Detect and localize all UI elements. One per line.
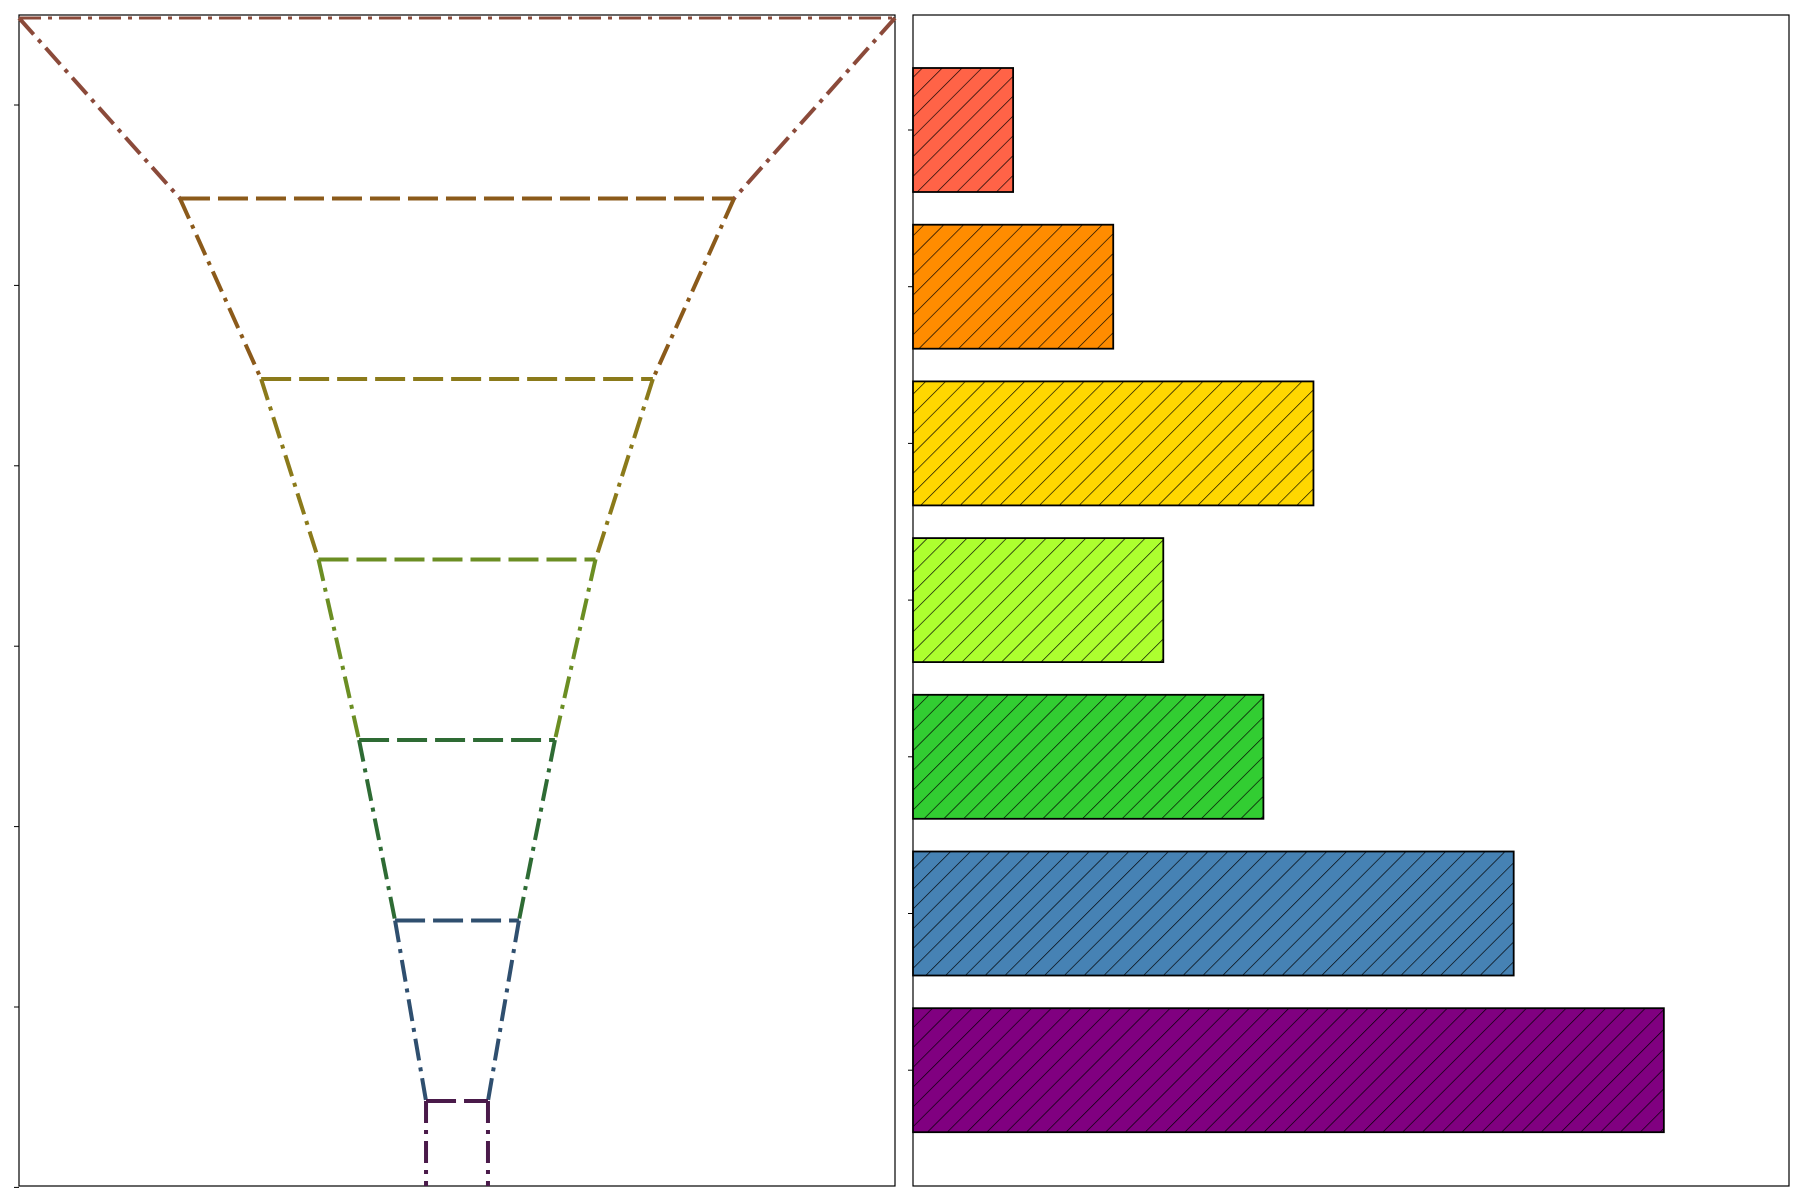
funnel-level-left-edge <box>17 16 182 200</box>
funnel-level-right-edge <box>651 197 736 380</box>
bar-series <box>912 67 1665 1134</box>
bar <box>912 380 1315 507</box>
bar <box>912 1007 1665 1134</box>
funnel-level-left-edge <box>393 920 428 1102</box>
bar-hatch <box>912 223 1115 350</box>
bar-panel <box>908 14 1790 1187</box>
bar <box>912 223 1115 350</box>
bar-hatch <box>912 380 1315 507</box>
funnel-level-right-edge <box>516 739 557 921</box>
funnel-level-right-edge <box>552 559 598 741</box>
funnel-y-axis-ticks <box>14 104 19 1188</box>
funnel-level-left-edge <box>178 197 263 380</box>
funnel-level-right-edge <box>732 16 897 200</box>
bar-hatch <box>912 537 1165 663</box>
bar <box>912 67 1015 193</box>
funnel-level-right-edge <box>486 920 521 1102</box>
bar-hatch <box>912 1007 1665 1134</box>
bar <box>912 693 1265 820</box>
bar <box>912 850 1515 977</box>
funnel-level-right-edge <box>593 378 655 561</box>
funnel-level <box>357 738 557 921</box>
funnel-level <box>17 16 897 200</box>
funnel-level <box>424 1099 490 1186</box>
bar <box>912 537 1165 663</box>
funnel-level <box>259 377 655 561</box>
funnel-level <box>178 196 736 380</box>
funnel-level-left-edge <box>259 378 321 561</box>
funnel-level <box>393 918 521 1102</box>
funnel-series <box>17 16 897 1186</box>
funnel-level-left-edge <box>357 739 398 921</box>
funnel-plot-frame <box>18 14 896 1187</box>
funnel-panel <box>14 14 897 1188</box>
bar-hatch <box>912 67 1015 193</box>
funnel-level <box>316 557 598 741</box>
funnel-level-left-edge <box>316 559 362 741</box>
bar-hatch <box>912 850 1515 977</box>
bar-hatch <box>912 693 1265 820</box>
